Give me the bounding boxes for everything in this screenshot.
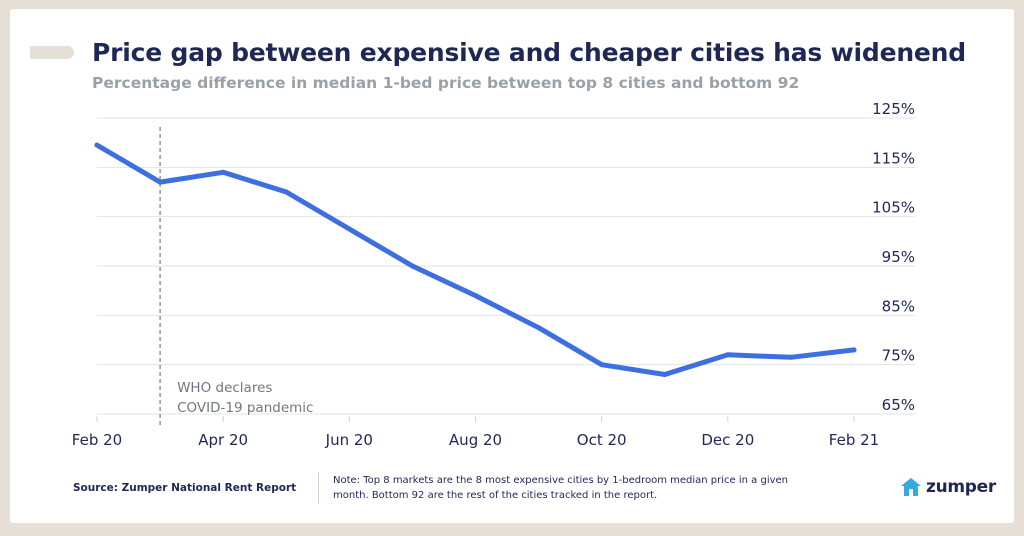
- data-point: [94, 142, 100, 148]
- data-point: [473, 293, 478, 299]
- data-point: [283, 189, 289, 195]
- y-tick-label: 95%: [882, 248, 915, 266]
- y-tick-label: 125%: [872, 100, 915, 118]
- x-tick-label: Aug 20: [449, 431, 502, 449]
- x-tick-label: Feb 20: [72, 431, 122, 449]
- chart-subtitle: Percentage difference in median 1-bed pr…: [92, 74, 800, 92]
- data-point: [725, 352, 731, 358]
- x-tick-label: Jun 20: [325, 431, 373, 449]
- data-point: [346, 226, 352, 232]
- series-line-price-gap: [94, 142, 857, 377]
- x-tick-label: Oct 20: [577, 431, 627, 449]
- y-tick-label: 75%: [882, 347, 915, 365]
- data-point: [662, 372, 668, 378]
- footer-divider: [318, 472, 319, 504]
- title-accent-bar: [30, 46, 74, 59]
- data-points: [94, 142, 857, 378]
- x-tick-label: Apr 20: [198, 431, 248, 449]
- source-text: Source: Zumper National Rent Report: [73, 482, 297, 494]
- covid-annotation-line-2: COVID-19 pandemic: [177, 400, 313, 416]
- data-point: [599, 362, 605, 368]
- data-point: [851, 347, 857, 353]
- x-axis-ticks: Feb 20 Apr 20 Jun 20 Aug 20 Oct 20 Dec 20 Feb …: [72, 416, 879, 449]
- zumper-logo: zumper: [900, 477, 996, 497]
- covid-annotation-line-1: WHO declares: [177, 380, 272, 396]
- data-point: [788, 354, 794, 360]
- footnote-text: Note: Top 8 markets are the 8 most expen…: [333, 475, 789, 501]
- y-axis-ticks: 125% 115% 105% 95% 85% 75% 65%: [872, 100, 915, 414]
- gridlines: [97, 117, 915, 415]
- data-point: [157, 179, 163, 185]
- x-tick-label: Feb 21: [829, 431, 879, 449]
- data-point: [536, 325, 542, 331]
- house-icon: [901, 478, 921, 496]
- y-tick-label: 115%: [872, 149, 915, 167]
- chart-title: Price gap between expensive and cheaper …: [92, 38, 966, 67]
- data-point: [409, 263, 415, 269]
- data-point: [220, 169, 226, 175]
- y-tick-label: 105%: [872, 199, 915, 217]
- logo-text: zumper: [926, 477, 996, 497]
- x-tick-label: Dec 20: [701, 431, 754, 449]
- y-tick-label: 85%: [882, 297, 915, 315]
- y-tick-label: 65%: [882, 396, 915, 414]
